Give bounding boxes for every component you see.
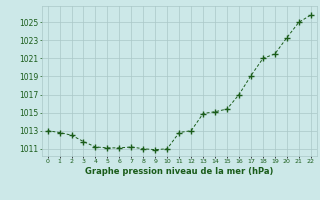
X-axis label: Graphe pression niveau de la mer (hPa): Graphe pression niveau de la mer (hPa) (85, 167, 273, 176)
